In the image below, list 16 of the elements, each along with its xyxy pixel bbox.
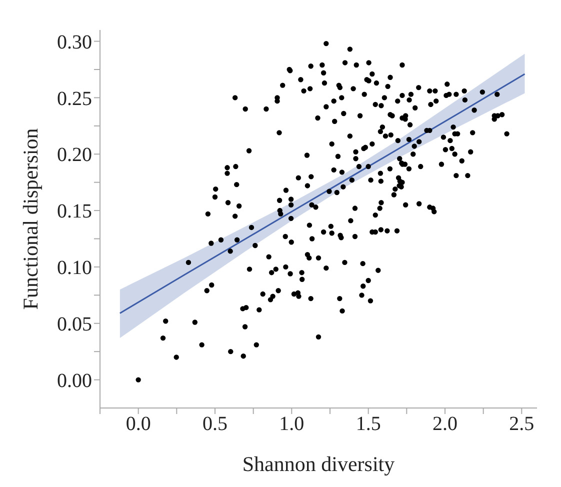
x-tick-label: 2.5 [509,413,534,436]
x-tick-label: 1.0 [279,413,304,436]
y-tick-label: 0.00 [57,370,92,392]
y-tick-label: 0.30 [57,31,92,54]
y-axis-title: Functional dispersion [18,128,42,310]
x-tick-label: 1.5 [356,413,381,436]
x-axis-title: Shannon diversity [242,452,396,476]
x-tick-label: 2.0 [432,413,458,436]
y-tick-label: 0.05 [57,313,92,336]
y-tick-label: 0.20 [57,144,92,166]
line-series [119,73,526,314]
y-tick-label: 0.15 [57,200,92,223]
y-tick-label: 0.10 [57,257,92,280]
y-tick-label: 0.25 [57,88,92,110]
x-tick-label: 0.5 [202,413,228,436]
x-tick-label: 0.0 [126,413,151,436]
